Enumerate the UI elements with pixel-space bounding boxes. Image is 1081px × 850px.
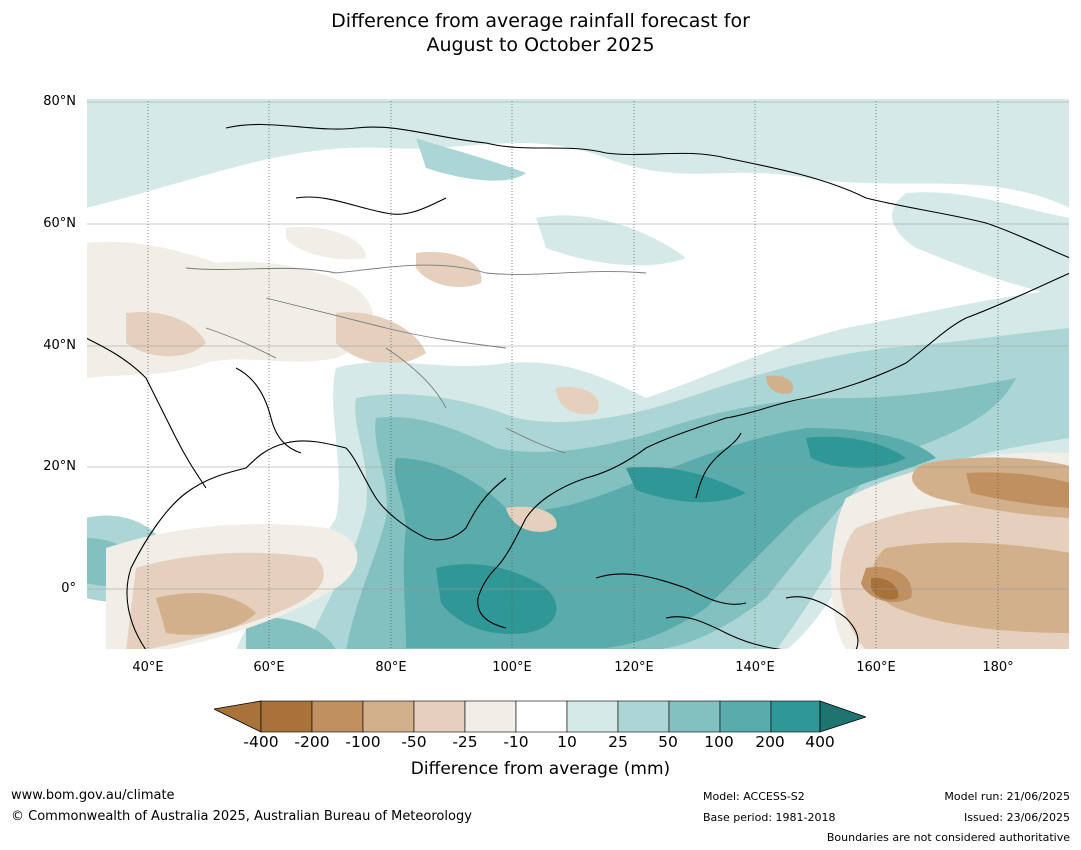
pacific-dry-field bbox=[106, 375, 1070, 650]
colorbar-label: Difference from average (mm) bbox=[410, 759, 671, 779]
lat-label-20n: 20°N bbox=[43, 459, 76, 474]
lon-label-120e: 120°E bbox=[614, 660, 654, 675]
lon-label-60e: 60°E bbox=[253, 660, 285, 675]
colorbar-tick: -100 bbox=[345, 733, 381, 751]
colorbar-bin bbox=[668, 700, 721, 733]
lon-label-180: 180° bbox=[982, 660, 1014, 675]
model-run-date: Model run: 21/06/2025 bbox=[944, 790, 1070, 803]
colorbar-bin bbox=[362, 700, 415, 733]
website-link[interactable]: www.bom.gov.au/climate bbox=[11, 788, 175, 803]
map-title: Difference from average rainfall forecas… bbox=[0, 9, 1081, 57]
colorbar-bin bbox=[617, 700, 670, 733]
central-asia-dry-field bbox=[86, 227, 482, 378]
lon-label-80e: 80°E bbox=[375, 660, 407, 675]
lon-label-140e: 140°E bbox=[735, 660, 775, 675]
colorbar-bin bbox=[464, 700, 517, 733]
lon-label-160e: 160°E bbox=[856, 660, 896, 675]
country-boundaries bbox=[185, 264, 647, 454]
model-name: Model: ACCESS-S2 bbox=[703, 790, 805, 803]
colorbar-bin bbox=[719, 700, 772, 733]
colorbar-tick: 25 bbox=[608, 733, 628, 751]
lat-label-0: 0° bbox=[61, 581, 76, 596]
colorbar-bin bbox=[770, 700, 821, 733]
boundary-disclaimer: Boundaries are not considered authoritat… bbox=[826, 831, 1070, 844]
title-line-2: August to October 2025 bbox=[426, 34, 655, 56]
colorbar-tick: -50 bbox=[401, 733, 427, 751]
lat-label-40n: 40°N bbox=[43, 338, 76, 353]
colorbar-tick: 50 bbox=[658, 733, 678, 751]
colorbar-tick: -400 bbox=[243, 733, 279, 751]
copyright-text: © Commonwealth of Australia 2025, Austra… bbox=[11, 809, 472, 824]
lat-label-80n: 80°N bbox=[43, 94, 76, 109]
lon-gridlines bbox=[147, 98, 999, 650]
issued-date: Issued: 23/06/2025 bbox=[963, 811, 1070, 824]
rainfall-anomaly-map bbox=[86, 98, 1070, 650]
colorbar-bin bbox=[515, 700, 568, 733]
arctic-wet-field bbox=[86, 98, 1070, 298]
colorbar-tick: 400 bbox=[805, 733, 835, 751]
colorbar-tick: -25 bbox=[452, 733, 478, 751]
colorbar-tick: 10 bbox=[557, 733, 577, 751]
coastlines bbox=[86, 123, 1070, 650]
colorbar-bin bbox=[413, 700, 466, 733]
colorbar-tick: 100 bbox=[704, 733, 734, 751]
colorbar bbox=[214, 700, 866, 733]
base-period: Base period: 1981-2018 bbox=[703, 811, 836, 824]
colorbar-bin bbox=[260, 700, 313, 733]
colorbar-tick: -200 bbox=[294, 733, 330, 751]
colorbar-extend-low bbox=[214, 700, 262, 733]
lon-label-100e: 100°E bbox=[492, 660, 532, 675]
lat-label-60n: 60°N bbox=[43, 216, 76, 231]
colorbar-bin bbox=[566, 700, 619, 733]
colorbar-tick: 200 bbox=[755, 733, 785, 751]
lon-label-40e: 40°E bbox=[132, 660, 164, 675]
colorbar-bin bbox=[311, 700, 364, 733]
colorbar-extend-high bbox=[819, 700, 866, 733]
colorbar-tick: -10 bbox=[503, 733, 529, 751]
title-line-1: Difference from average rainfall forecas… bbox=[331, 10, 750, 32]
